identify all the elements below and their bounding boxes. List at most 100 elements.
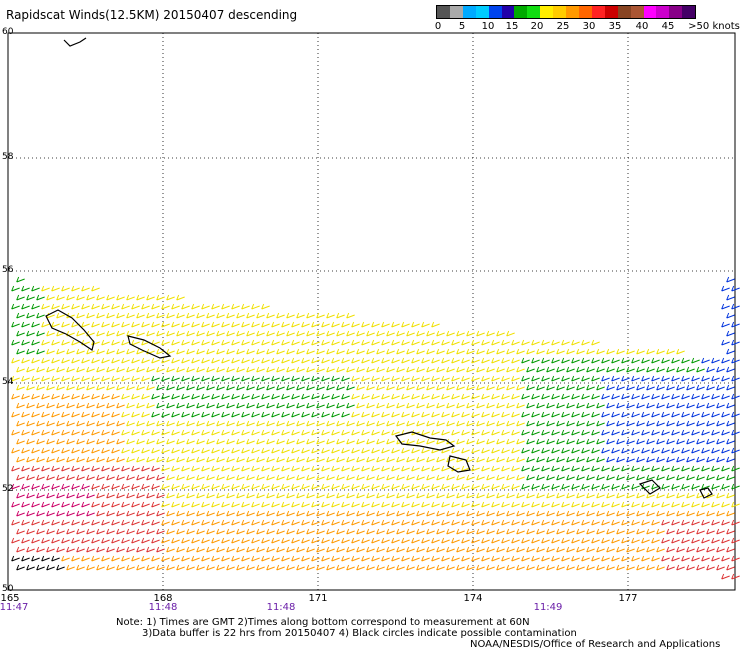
wind-barb bbox=[126, 528, 135, 535]
wind-barb bbox=[576, 528, 585, 535]
wind-barb bbox=[291, 537, 300, 544]
wind-barb bbox=[711, 411, 720, 418]
wind-barb bbox=[691, 519, 700, 526]
wind-barb bbox=[136, 420, 145, 427]
wind-barb bbox=[336, 384, 345, 391]
wind-barb bbox=[596, 384, 605, 391]
wind-barb bbox=[451, 447, 460, 454]
wind-barb bbox=[681, 447, 690, 454]
wind-barb bbox=[251, 339, 260, 346]
wind-barb bbox=[641, 393, 650, 400]
wind-barb bbox=[46, 546, 55, 553]
wind-barb bbox=[421, 501, 430, 508]
wind-barb bbox=[516, 564, 525, 571]
wind-barb bbox=[586, 564, 595, 571]
wind-barb bbox=[266, 366, 275, 373]
wind-barb bbox=[96, 384, 105, 391]
wind-barb bbox=[601, 357, 610, 364]
wind-barb bbox=[336, 564, 345, 571]
wind-barb bbox=[31, 483, 40, 490]
wind-barb bbox=[361, 357, 370, 364]
wind-barb bbox=[441, 483, 450, 490]
wind-barb bbox=[141, 393, 150, 400]
wind-barb bbox=[731, 375, 740, 382]
wind-barb bbox=[491, 447, 500, 454]
wind-barb bbox=[211, 339, 220, 346]
wind-barb bbox=[151, 519, 160, 526]
wind-barb bbox=[196, 564, 205, 571]
wind-barb bbox=[621, 501, 630, 508]
wind-barb bbox=[606, 546, 615, 553]
wind-barb bbox=[316, 366, 325, 373]
wind-barb bbox=[441, 375, 450, 382]
wind-barb bbox=[311, 429, 320, 436]
wind-barb bbox=[531, 537, 540, 544]
wind-barb bbox=[176, 312, 185, 319]
wind-barb bbox=[616, 366, 625, 373]
colorbar-label: 45 bbox=[661, 21, 675, 32]
wind-barb bbox=[341, 501, 350, 508]
wind-barb bbox=[701, 483, 710, 490]
wind-barb bbox=[661, 537, 670, 544]
wind-barb bbox=[251, 357, 260, 364]
wind-barb bbox=[606, 438, 615, 445]
wind-barb bbox=[371, 447, 380, 454]
wind-barb bbox=[591, 375, 600, 382]
wind-barb bbox=[81, 393, 90, 400]
wind-barb bbox=[361, 339, 370, 346]
wind-barb bbox=[136, 312, 145, 319]
wind-barb bbox=[121, 411, 130, 418]
wind-barb bbox=[226, 474, 235, 481]
wind-barb bbox=[81, 429, 90, 436]
wind-barb bbox=[126, 294, 135, 301]
wind-barb bbox=[721, 339, 730, 346]
wind-barb bbox=[231, 429, 240, 436]
wind-barb bbox=[551, 339, 560, 346]
wind-barb bbox=[201, 303, 210, 310]
wind-barb bbox=[496, 492, 505, 499]
wind-barb bbox=[516, 456, 525, 463]
wind-barb bbox=[101, 321, 110, 328]
wind-barb bbox=[656, 456, 665, 463]
wind-barb bbox=[631, 393, 640, 400]
wind-barb bbox=[521, 537, 530, 544]
wind-barb bbox=[186, 510, 195, 517]
wind-barb bbox=[261, 375, 270, 382]
wind-barb bbox=[646, 510, 655, 517]
wind-barb bbox=[31, 375, 40, 382]
wind-barb bbox=[241, 483, 250, 490]
wind-barb bbox=[541, 339, 550, 346]
wind-barb bbox=[606, 402, 615, 409]
wind-barb bbox=[511, 357, 520, 364]
wind-barb bbox=[661, 429, 670, 436]
wind-barb bbox=[526, 420, 535, 427]
wind-barb bbox=[476, 492, 485, 499]
wind-barb bbox=[211, 375, 220, 382]
wind-barb bbox=[646, 402, 655, 409]
wind-barb bbox=[231, 321, 240, 328]
wind-barb bbox=[531, 393, 540, 400]
wind-barb bbox=[226, 510, 235, 517]
wind-barb bbox=[531, 447, 540, 454]
colorbar-segment bbox=[437, 6, 450, 18]
wind-barb bbox=[366, 330, 375, 337]
wind-barb bbox=[16, 402, 25, 409]
wind-barb bbox=[26, 474, 35, 481]
wind-barb bbox=[276, 312, 285, 319]
wind-barb bbox=[51, 285, 60, 292]
wind-barb bbox=[456, 348, 465, 355]
wind-barb bbox=[491, 465, 500, 472]
wind-barb bbox=[111, 537, 120, 544]
wind-barb bbox=[566, 474, 575, 481]
wind-barb bbox=[286, 366, 295, 373]
wind-barb bbox=[141, 411, 150, 418]
wind-barb bbox=[261, 501, 270, 508]
wind-barb bbox=[441, 465, 450, 472]
wind-barb bbox=[101, 393, 110, 400]
wind-barb bbox=[336, 492, 345, 499]
wind-barb bbox=[576, 510, 585, 517]
wind-barb bbox=[441, 393, 450, 400]
wind-barb bbox=[576, 384, 585, 391]
wind-barb bbox=[61, 483, 70, 490]
